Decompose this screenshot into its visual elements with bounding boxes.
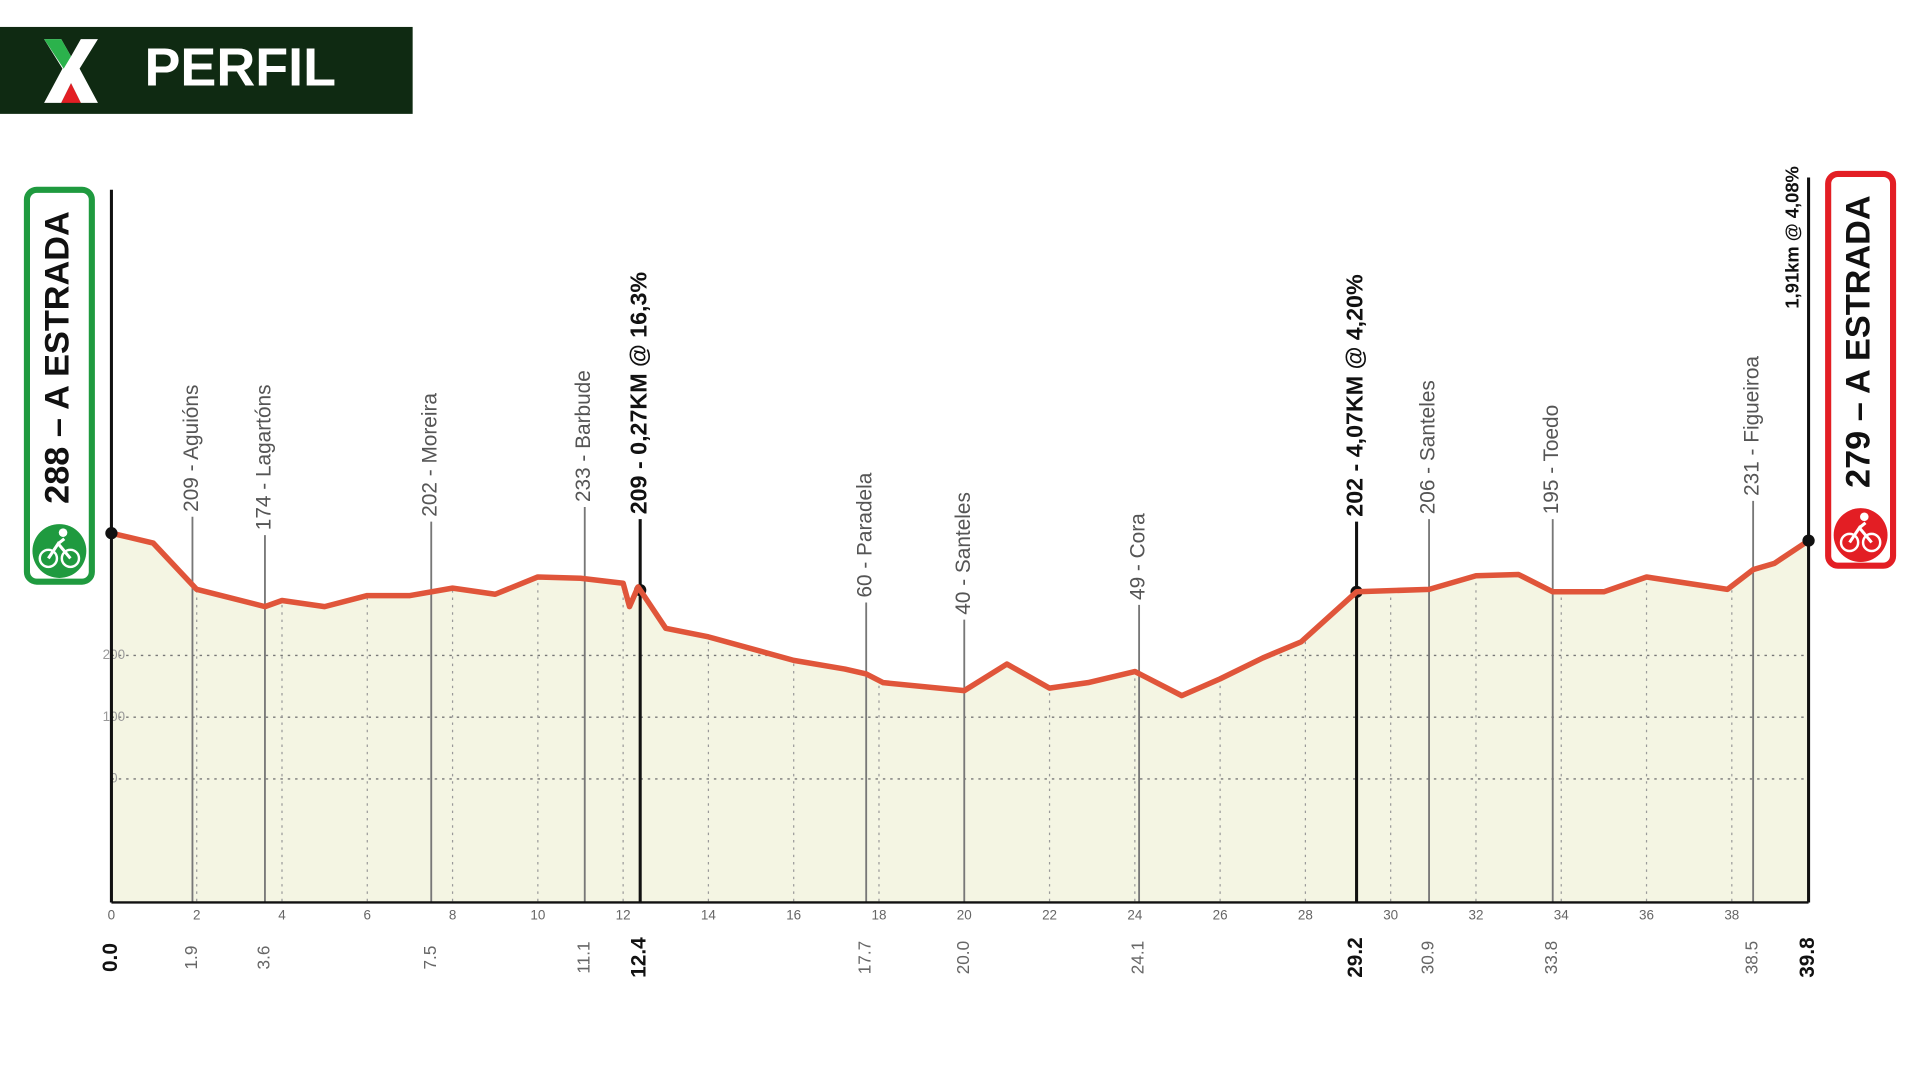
marker-km: 17.7 <box>855 941 875 974</box>
x-tick-label: 34 <box>1554 907 1569 922</box>
x-tick-label: 30 <box>1383 907 1398 922</box>
x-tick-label: 12 <box>616 907 631 922</box>
logo <box>44 39 98 103</box>
marker-label: 60 - Paradela <box>854 472 877 597</box>
start-km: 0.0 <box>99 943 122 972</box>
x-tick-label: 10 <box>530 907 545 922</box>
marker-label: 231 - Figueiroa <box>1741 356 1764 496</box>
header-title: PERFIL <box>144 37 336 97</box>
marker-label: 209 - 0,27KM @ 16,3% <box>625 272 651 515</box>
y-tick-label: 0 <box>110 771 117 786</box>
finish-icon <box>1833 508 1888 563</box>
marker-label: 202 - 4,07KM @ 4,20% <box>1342 274 1368 517</box>
y-tick-label: 200 <box>103 647 125 662</box>
x-tick-label: 6 <box>364 907 371 922</box>
x-tick-label: 26 <box>1213 907 1228 922</box>
finish-badge <box>1825 170 1897 569</box>
start-icon <box>32 524 87 578</box>
marker-km: 1.9 <box>181 946 201 970</box>
marker-label: 49 - Cora <box>1127 513 1150 600</box>
finish-icon-wheel <box>1839 532 1860 553</box>
y-tick-label: 100 <box>103 709 125 724</box>
finish-icon-rider <box>1848 521 1873 544</box>
marker-km: 29.2 <box>1344 937 1367 977</box>
start-icon-rider <box>47 537 72 560</box>
x-tick-label: 36 <box>1639 907 1654 922</box>
x-tick-label: 20 <box>957 907 972 922</box>
x-tick-label: 8 <box>449 907 456 922</box>
start-label: 288 – A ESTRADA <box>38 211 76 504</box>
marker-km: 7.5 <box>420 946 440 970</box>
marker-km: 3.6 <box>253 946 273 970</box>
finish-km: 39.8 <box>1796 937 1819 977</box>
grid <box>111 533 1809 903</box>
x-tick-label: 14 <box>701 907 716 922</box>
marker-label: 233 - Barbude <box>572 370 595 502</box>
x-tick-label: 32 <box>1468 907 1483 922</box>
start-icon-head <box>58 528 68 537</box>
marker-km: 11.1 <box>573 942 593 974</box>
marker-label: 206 - Santeles <box>1417 380 1440 514</box>
x-tick-label: 4 <box>278 907 286 922</box>
profile-area <box>111 533 1809 903</box>
x-tick-label: 38 <box>1724 907 1739 922</box>
marker-label: 40 - Santeles <box>952 492 975 615</box>
marker-km: 38.5 <box>1742 941 1762 974</box>
marker-label: 195 - Toedo <box>1540 405 1563 514</box>
start-icon-wheel <box>60 548 81 569</box>
x-tick-label: 2 <box>193 907 200 922</box>
marker-km: 20.0 <box>953 941 973 974</box>
start-icon-wheel <box>38 548 59 569</box>
finish-label: 279 – A ESTRADA <box>1840 195 1878 488</box>
marker-label: 202 - Moreira <box>419 393 442 517</box>
marker-label: 209 - Aguións <box>180 385 203 512</box>
x-tick-label: 16 <box>786 907 801 922</box>
marker-km: 30.9 <box>1418 941 1438 974</box>
x-tick-label: 18 <box>871 907 886 922</box>
profile-line <box>110 530 1811 699</box>
x-tick-label: 24 <box>1127 907 1142 922</box>
start-dot <box>105 527 118 540</box>
x-tick-label: 22 <box>1042 907 1057 922</box>
marker-km: 12.4 <box>628 937 651 978</box>
x-tick-label: 0 <box>108 907 115 922</box>
marker-label: 174 - Lagartóns <box>252 385 275 531</box>
x-tick-label: 28 <box>1298 907 1313 922</box>
finish-dot <box>1802 534 1815 547</box>
marker-km: 33.8 <box>1541 941 1561 974</box>
finish-climb-label: 1,91km @ 4,08% <box>1782 166 1803 308</box>
finish-icon-wheel <box>1861 532 1882 553</box>
marker-km: 24.1 <box>1128 941 1148 974</box>
start-badge <box>23 186 95 585</box>
finish-icon-head <box>1860 512 1869 522</box>
